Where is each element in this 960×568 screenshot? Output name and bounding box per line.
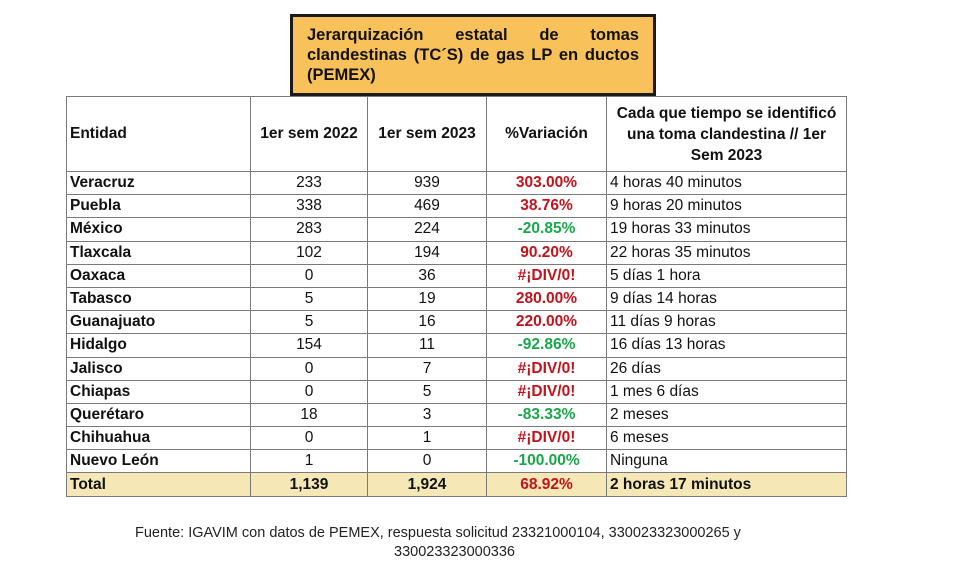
cell-sem-2022: 1 [250,449,368,474]
cell-sem-2023: 36 [367,263,487,288]
cell-cada-tiempo: 11 días 9 horas [606,310,847,335]
table-row: México 283 224 -20.85% 19 horas 33 minutos [66,217,847,242]
cell-cada-tiempo: 9 horas 20 minutos [606,194,847,219]
cell-sem-2022: 233 [250,170,368,196]
cell-cada-tiempo: Ninguna [606,449,847,474]
table-row: Veracruz 233 939 303.00% 4 horas 40 minutos [66,170,847,196]
table-row: Tabasco 5 19 280.00% 9 días 14 horas [66,286,847,312]
cell-entidad: Chihuahua [66,426,251,451]
table-row: Tlaxcala 102 194 90.20% 22 horas 35 minutos [66,240,847,265]
cell-sem-2022: 5 [250,286,368,312]
cell-sem-2022: 102 [250,240,368,265]
cell-sem-2023: 16 [367,310,487,335]
cell-entidad: Nuevo León [66,449,251,474]
cell-sem-2022: 18 [250,402,368,428]
cell-variacion: #¡DIV/0! [486,426,607,451]
footnote-line-1: Fuente: IGAVIM con datos de PEMEX, respu… [135,525,741,541]
cell-variacion: 220.00% [486,310,607,335]
cell-cada-tiempo: 19 horas 33 minutos [606,217,847,242]
cell-variacion: 90.20% [486,240,607,265]
header-sem-2023: 1er sem 2023 [367,96,487,172]
cell-entidad: Tlaxcala [66,240,251,265]
cell-variacion: -20.85% [486,217,607,242]
cell-sem-2023: 224 [367,217,487,242]
cell-sem-2023: 1 [367,426,487,451]
cell-sem-2022: 0 [250,379,368,404]
cell-variacion: 303.00% [486,170,607,196]
cell-entidad: Puebla [66,194,251,219]
total-cell-sem-2023: 1,924 [367,472,487,497]
header-variacion: %Variación [486,96,607,172]
table-row: Hidalgo 154 11 -92.86% 16 días 13 horas [66,333,847,358]
cell-sem-2022: 5 [250,310,368,335]
header-entidad: Entidad [66,96,251,172]
table-row: Querétaro 18 3 -83.33% 2 meses [66,402,847,428]
cell-sem-2022: 0 [250,426,368,451]
total-cell-sem-2022: 1,139 [250,472,368,497]
cell-sem-2023: 7 [367,356,487,381]
cell-entidad: Oaxaca [66,263,251,288]
cell-cada-tiempo: 1 mes 6 días [606,379,847,404]
cell-sem-2022: 154 [250,333,368,358]
cell-cada-tiempo: 4 horas 40 minutos [606,170,847,196]
cell-sem-2023: 11 [367,333,487,358]
total-cell-entidad: Total [66,472,251,497]
cell-sem-2023: 469 [367,194,487,219]
table-header: Entidad 1er sem 2022 1er sem 2023 %Varia… [66,96,847,172]
cell-variacion: -92.86% [486,333,607,358]
cell-entidad: Querétaro [66,402,251,428]
cell-cada-tiempo: 22 horas 35 minutos [606,240,847,265]
cell-sem-2022: 283 [250,217,368,242]
table-row: Nuevo León 1 0 -100.00% Ninguna [66,449,847,474]
footnote-line-2: 330023323000336 [394,544,515,560]
header-sem-2022: 1er sem 2022 [250,96,368,172]
cell-cada-tiempo: 26 días [606,356,847,381]
cell-sem-2023: 3 [367,402,487,428]
cell-cada-tiempo: 6 meses [606,426,847,451]
table-body: Veracruz 233 939 303.00% 4 horas 40 minutos P… [66,170,847,497]
tomas-clandestinas-table: Entidad 1er sem 2022 1er sem 2023 %Varia… [66,96,847,497]
header-cada-tiempo: Cada que tiempo se identificó una toma c… [606,96,847,172]
table-row: Oaxaca 0 36 #¡DIV/0! 5 días 1 hora [66,263,847,288]
cell-variacion: 280.00% [486,286,607,312]
table-row: Chihuahua 0 1 #¡DIV/0! 6 meses [66,426,847,451]
cell-sem-2022: 0 [250,263,368,288]
cell-cada-tiempo: 16 días 13 horas [606,333,847,358]
cell-cada-tiempo: 2 meses [606,402,847,428]
cell-entidad: Tabasco [66,286,251,312]
header-row: Entidad 1er sem 2022 1er sem 2023 %Varia… [66,96,847,172]
cell-entidad: Guanajuato [66,310,251,335]
cell-entidad: Chiapas [66,379,251,404]
cell-sem-2023: 194 [367,240,487,265]
table-row: Jalisco 0 7 #¡DIV/0! 26 días [66,356,847,381]
cell-variacion: -100.00% [486,449,607,474]
total-cell-variacion: 68.92% [486,472,607,497]
cell-sem-2023: 19 [367,286,487,312]
document-title: Jerarquización estatal de tomas clandest… [290,14,656,96]
cell-sem-2022: 338 [250,194,368,219]
total-cell-cada-tiempo: 2 horas 17 minutos [606,472,847,497]
cell-variacion: #¡DIV/0! [486,379,607,404]
table-row: Chiapas 0 5 #¡DIV/0! 1 mes 6 días [66,379,847,404]
cell-cada-tiempo: 9 días 14 horas [606,286,847,312]
table-row: Guanajuato 5 16 220.00% 11 días 9 horas [66,310,847,335]
cell-variacion: 38.76% [486,194,607,219]
cell-sem-2023: 939 [367,170,487,196]
cell-entidad: Hidalgo [66,333,251,358]
cell-sem-2023: 0 [367,449,487,474]
cell-entidad: Jalisco [66,356,251,381]
total-row: Total 1,139 1,924 68.92% 2 horas 17 minutos [66,472,847,497]
cell-variacion: #¡DIV/0! [486,356,607,381]
cell-entidad: Veracruz [66,170,251,196]
cell-sem-2023: 5 [367,379,487,404]
cell-cada-tiempo: 5 días 1 hora [606,263,847,288]
cell-variacion: -83.33% [486,402,607,428]
cell-entidad: México [66,217,251,242]
cell-sem-2022: 0 [250,356,368,381]
table-row: Puebla 338 469 38.76% 9 horas 20 minutos [66,194,847,219]
cell-variacion: #¡DIV/0! [486,263,607,288]
